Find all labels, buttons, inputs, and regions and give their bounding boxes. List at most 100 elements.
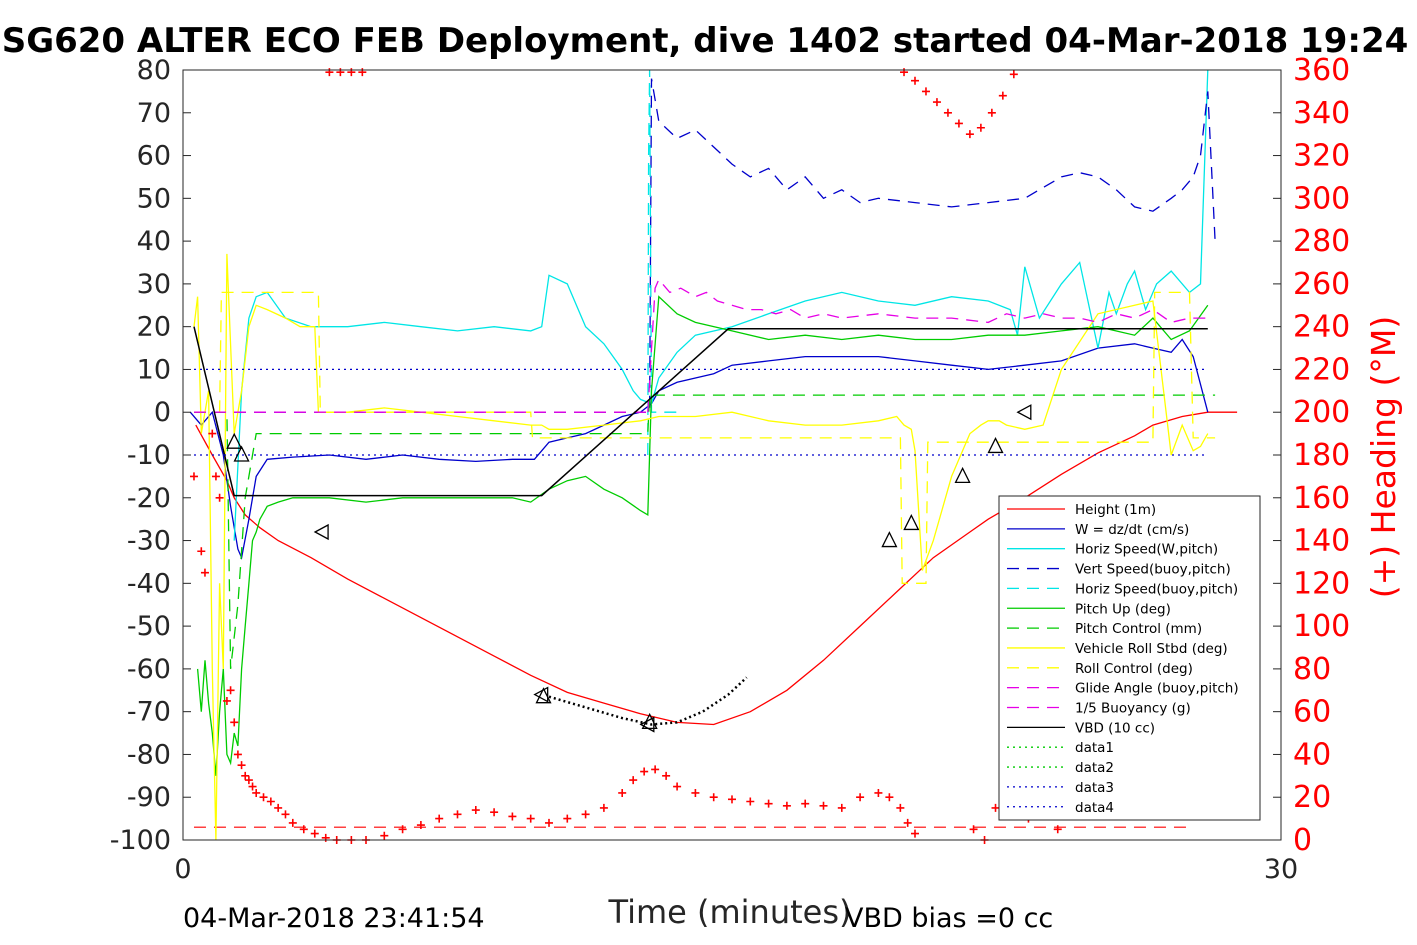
series-roll	[193, 253, 1209, 841]
y-tick-label: -90	[127, 782, 171, 813]
legend-box	[998, 495, 1261, 821]
heading-point	[837, 803, 846, 812]
y-right-tick-label: 320	[1293, 139, 1350, 174]
ticks-layer: 80706050403020100-10-20-30-40-50-60-70-8…	[110, 53, 1351, 885]
footer-timestamp: 04-Mar-2018 23:41:54	[183, 903, 485, 934]
footer-vbd-bias: VBD bias =0 cc	[845, 903, 1053, 934]
heading-point	[197, 547, 206, 556]
heading-point	[651, 765, 660, 774]
heading-point	[581, 810, 590, 819]
triangle-marker	[226, 432, 243, 449]
y-tick-label: -60	[127, 654, 171, 685]
heading-point	[819, 801, 828, 810]
heading-point	[266, 797, 275, 806]
y-tick-label: -80	[127, 739, 171, 770]
y-right-tick-label: 140	[1293, 524, 1350, 559]
heading-point	[347, 68, 356, 77]
y-tick-label: 0	[154, 397, 171, 428]
heading-point	[200, 568, 209, 577]
series-vbd	[193, 326, 1208, 497]
heading-point	[709, 793, 718, 802]
heading-point	[728, 795, 736, 804]
heading-point	[856, 793, 865, 802]
chart-title: SG620 ALTER ECO FEB Deployment, dive 140…	[2, 21, 1409, 61]
heading-point	[215, 493, 224, 502]
y-right-tick-label: 340	[1293, 96, 1350, 131]
heading-point	[248, 782, 257, 791]
heading-point	[288, 818, 297, 827]
legend-label-roll: Vehicle Roll Stbd (deg)	[1075, 641, 1228, 657]
series-pitch_ctrl	[194, 394, 1216, 669]
legend-label-data1: data1	[1075, 740, 1114, 756]
heading-point	[673, 782, 682, 791]
x-tick-label: 30	[1264, 854, 1298, 885]
legend-label-vbd: VBD (10 cc)	[1075, 720, 1155, 736]
triangle-marker	[987, 436, 1004, 454]
y-tick-label: 10	[137, 354, 171, 385]
heading-point	[453, 810, 462, 819]
heading-point	[885, 793, 894, 802]
legend: Height (1m) W = dz/dt (cm/s) Horiz Speed(W…	[998, 495, 1261, 821]
triangle-marker	[903, 513, 920, 531]
series-pitch	[196, 295, 1209, 776]
triangle-marker	[881, 531, 898, 548]
heading-point	[998, 91, 1007, 100]
y-right-tick-label: 300	[1293, 181, 1350, 216]
y-right-tick-label: 60	[1293, 695, 1331, 730]
heading-point	[782, 801, 791, 810]
triangle-marker	[313, 523, 329, 541]
heading-point	[416, 821, 425, 830]
heading-point	[310, 829, 319, 838]
heading-point	[490, 808, 499, 817]
heading-point	[874, 788, 883, 797]
heading-point	[746, 797, 755, 806]
y-tick-label: -30	[127, 526, 171, 557]
y-tick-label: -10	[127, 440, 171, 471]
triangle-marker	[233, 445, 250, 462]
y-tick-label: -50	[127, 611, 171, 642]
y-tick-label: 30	[137, 269, 171, 300]
triangle-marker	[954, 466, 971, 484]
heading-point	[226, 686, 235, 695]
y-right-tick-label: 200	[1293, 395, 1350, 430]
heading-point	[208, 429, 217, 438]
heading-point	[1053, 825, 1062, 834]
heading-point	[471, 806, 480, 815]
y-right-tick-label: 20	[1293, 780, 1331, 815]
heading-point	[325, 68, 334, 77]
series-w	[189, 338, 1209, 560]
y-right-tick-label: 80	[1293, 652, 1331, 687]
series-horiz_buoy	[647, 69, 678, 456]
heading-point	[380, 831, 389, 840]
heading-point	[903, 818, 912, 827]
legend-label-data3: data3	[1075, 780, 1114, 796]
heading-point	[976, 123, 985, 132]
y-right-tick-label: 220	[1293, 352, 1350, 387]
heading-point	[921, 87, 930, 96]
heading-point	[526, 814, 535, 823]
y-right-tick-label: 260	[1293, 267, 1350, 302]
heading-point	[211, 472, 220, 481]
heading-point	[358, 68, 367, 77]
x-axis-label: Time (minutes)	[608, 893, 852, 931]
heading-point	[398, 825, 407, 834]
y-right-tick-label: 240	[1293, 310, 1350, 345]
triangle-marker	[641, 712, 658, 730]
y-right-tick-label: 120	[1293, 566, 1350, 601]
y-tick-label: 40	[137, 226, 171, 257]
heading-point	[969, 825, 978, 834]
triangle-marker	[533, 686, 549, 703]
y-right-tick-label: 160	[1293, 481, 1350, 516]
y-axis-right-label: (+) Heading (°M)	[1364, 316, 1403, 598]
legend-label-w: W = dz/dt (cm/s)	[1075, 522, 1189, 538]
height-apogee-dots	[548, 676, 748, 726]
legend-label-data2: data2	[1075, 760, 1114, 776]
legend-label-pitch: Pitch Up (deg)	[1075, 601, 1171, 617]
legend-label-roll_ctrl: Roll Control (deg)	[1075, 661, 1193, 677]
heading-point	[299, 825, 308, 834]
heading-point	[691, 788, 700, 797]
heading-point	[618, 788, 627, 797]
y-right-tick-label: 280	[1293, 224, 1350, 259]
heading-point	[230, 718, 239, 727]
